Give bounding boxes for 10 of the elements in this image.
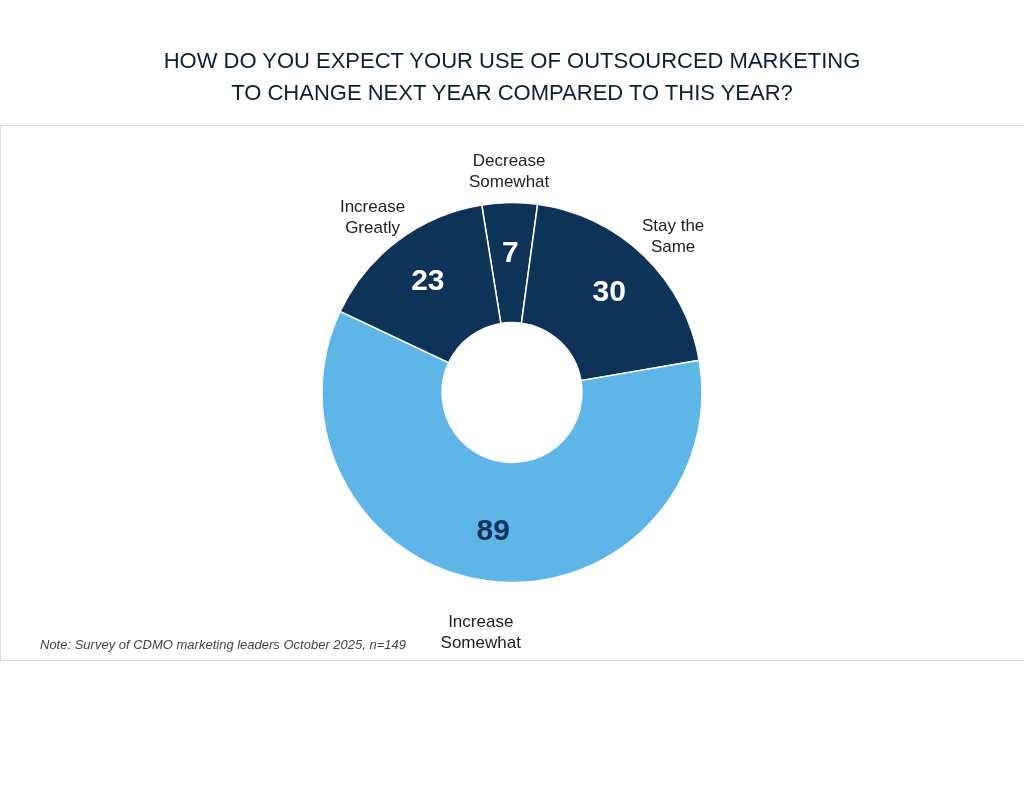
data-label: 30 [592, 273, 626, 307]
chart-title: HOW DO YOU EXPECT YOUR USE OF OUTSOURCED MARKETING TO CHANGE NEXT YEAR COMPARED TO THIS YEAR? [163, 48, 861, 105]
text: Note: Survey of CDMO marketing leaders October 2025, n=149 [40, 637, 406, 652]
slice-label: Increase Somewhat [440, 612, 522, 653]
slice-label: Decrease Somewhat [468, 150, 550, 191]
slice-label: Stay the Same [641, 215, 705, 256]
data-label: 89 [476, 513, 510, 547]
data-label: 7 [501, 234, 519, 268]
data-label: 23 [411, 262, 445, 296]
slice-label: Increase Greatly [339, 197, 406, 238]
